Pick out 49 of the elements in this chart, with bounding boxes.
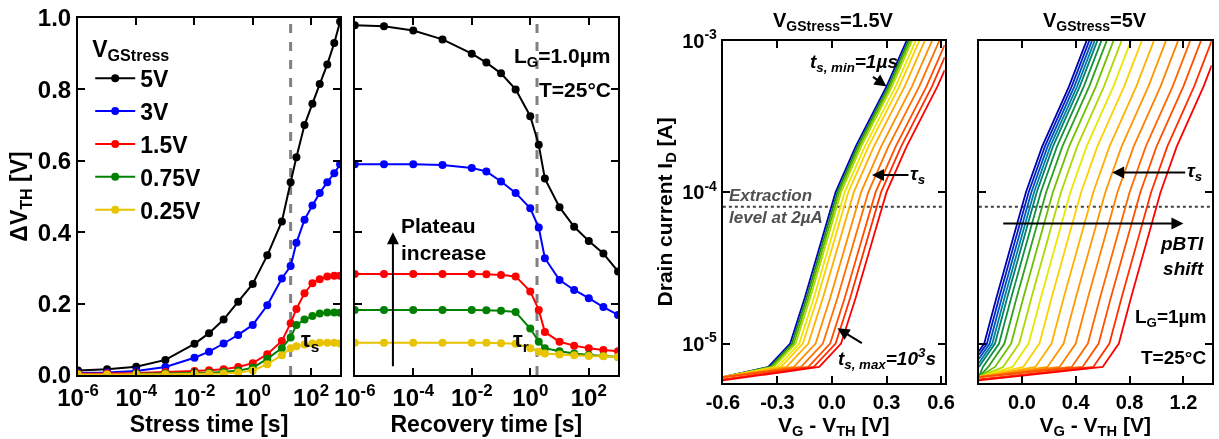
x-axis-title: Stress time [s] <box>129 410 289 437</box>
x-tick-label: 0.3 <box>872 390 901 413</box>
x-tick-label: 10$^{-2}$ <box>450 380 493 411</box>
legend-label: 1.5V <box>140 131 189 158</box>
x-tick-label: 10$^{-4}$ <box>392 380 435 411</box>
legend-label: 3V <box>140 99 169 125</box>
legend-label: 5V <box>140 66 169 93</box>
annotation: pBTI shift <box>1160 233 1204 279</box>
x-axis-title: V$_{G}$ - V$_{TH}$ [V] <box>778 412 890 439</box>
x-tick-label: -0.6 <box>705 390 741 413</box>
x-tick-label: 10$^{-2}$ <box>173 380 216 411</box>
x-axis-title: Recovery time [s] <box>390 410 583 437</box>
legend-label: 0.25V <box>140 197 201 224</box>
x-tick-label: 10$^{-4}$ <box>115 380 158 411</box>
x-tick-label: 10$^{-6}$ <box>333 380 376 411</box>
x-tick-label: -0.3 <box>760 390 795 413</box>
annotation: τ$_{s}$ <box>1187 160 1203 184</box>
x-tick-label: 10$^{0}$ <box>234 380 271 411</box>
legend-label: 0.75V <box>140 164 201 191</box>
x-tick-label: 10$^{2}$ <box>292 380 329 411</box>
chart-title: V$_{GStress}$=5V <box>1043 9 1147 35</box>
x-tick-label: 0.8 <box>1115 390 1144 413</box>
y-tick-label: 10$^{-3}$ <box>682 26 718 52</box>
y-tick-label: 0.8 <box>37 75 72 103</box>
annotation: L$_{G}$=1µm <box>1135 306 1207 330</box>
annotation: L$_{G}$=1.0µm <box>514 44 611 71</box>
legend-title: V$_{GStress}$ <box>92 35 170 65</box>
x-tick-label: 1.2 <box>1169 390 1198 413</box>
annotation: t$_{s, min}$=1µs <box>810 51 898 75</box>
ref-line-label: Extraction level at 2µA <box>729 186 823 228</box>
x-axis-title: V$_{G}$ - V$_{TH}$ [V] <box>1039 412 1152 439</box>
x-tick-label: 0.0 <box>1008 390 1036 413</box>
annotation: Plateau increase <box>401 214 487 265</box>
x-tick-label: 10$^{0}$ <box>512 380 549 411</box>
y-tick-label: 10$^{-5}$ <box>682 329 718 355</box>
y-tick-label: 10$^{-4}$ <box>682 177 718 204</box>
x-tick-label: 0.0 <box>818 390 846 413</box>
y-tick-label: 0.6 <box>37 147 72 175</box>
x-tick-label: 0.4 <box>1061 390 1091 413</box>
annotation: T=25°C <box>1141 347 1207 368</box>
y-tick-label: 0.2 <box>37 289 72 317</box>
annotation: τ$_{s}$ <box>910 163 926 187</box>
chart-title: V$_{GStress}$=1.5V <box>773 9 894 35</box>
annotation: t$_{s, max}$=10$^{3}$s <box>838 345 936 372</box>
x-tick-label: 10$^{2}$ <box>570 380 607 411</box>
y-tick-label: 0.4 <box>37 218 72 246</box>
annotation: T=25°C <box>539 78 612 101</box>
y-tick-label: 1.0 <box>37 4 72 32</box>
x-tick-label: 0.6 <box>927 390 955 413</box>
